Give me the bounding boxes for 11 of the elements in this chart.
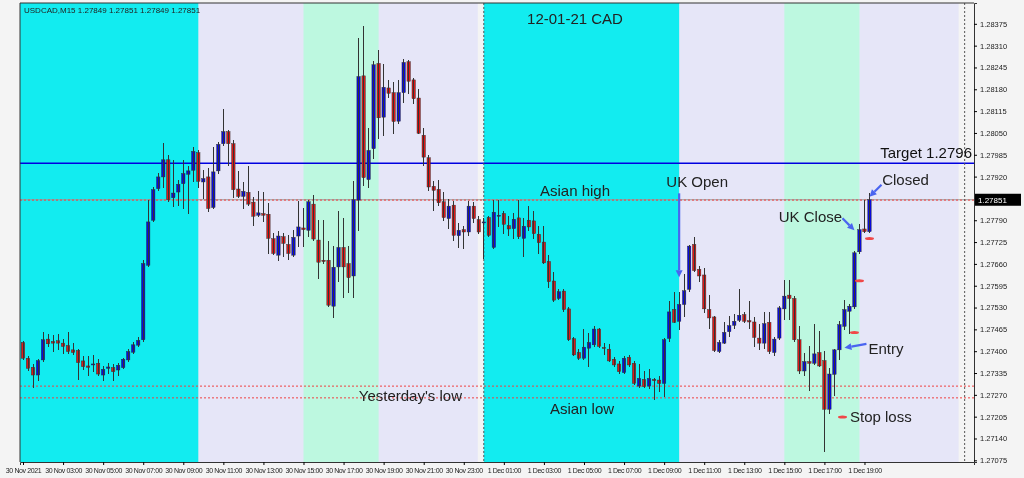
annotation: UK Close (778, 208, 843, 226)
annotation: Entry (868, 339, 904, 357)
ref-line-label: 1.27851 (978, 195, 1008, 205)
ref-line-label: Yesterday's low (358, 387, 463, 405)
legend-label: Stop loss (850, 408, 912, 425)
ref-line-label: Target 1.2796 (880, 144, 972, 162)
ref-line-label: Asian low (549, 399, 615, 417)
text: 12-01-21 CAD (527, 10, 624, 27)
annotation: Closed (882, 170, 929, 188)
ref-line-label: Asian high (539, 182, 611, 200)
candlestick (151, 186, 156, 223)
